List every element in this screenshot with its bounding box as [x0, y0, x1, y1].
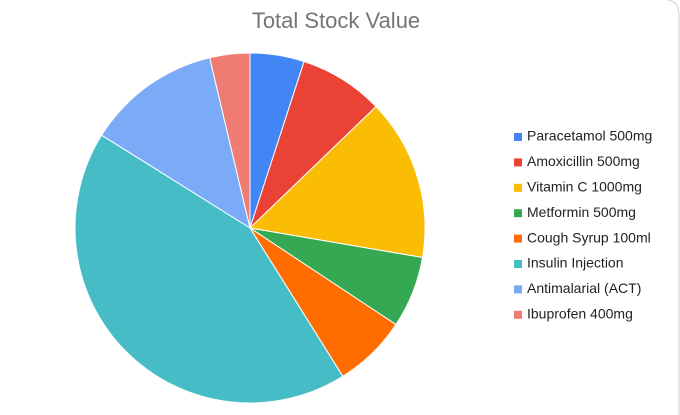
pie	[74, 52, 426, 404]
legend-label: Vitamin C 1000mg	[527, 179, 642, 195]
legend-swatch	[514, 183, 522, 192]
pie-slice	[209, 52, 251, 229]
legend-swatch	[514, 158, 522, 167]
legend-swatch	[514, 234, 522, 243]
legend-swatch	[514, 209, 522, 218]
legend-label: Paracetamol 500mg	[527, 128, 652, 144]
pie-slice	[248, 105, 426, 259]
legend-label: Antimalarial (ACT)	[527, 280, 641, 296]
legend-label: Insulin Injection	[527, 255, 624, 271]
chart-title: Total Stock Value	[252, 8, 420, 33]
legend-label: Metformin 500mg	[527, 204, 636, 220]
pie-slice	[100, 57, 251, 230]
card-edge	[667, 0, 680, 415]
legend-swatch	[514, 310, 522, 319]
legend-swatch	[514, 260, 522, 268]
legend-label: Amoxicillin 500mg	[527, 153, 640, 169]
legend-swatch	[514, 133, 522, 141]
legend-label: Ibuprofen 400mg	[527, 306, 633, 322]
pie-slice	[74, 134, 344, 404]
legend-swatch	[514, 285, 522, 294]
legend-label: Cough Syrup 100ml	[527, 229, 651, 245]
legend: Paracetamol 500mg Amoxicillin 500mg Vitami…	[514, 128, 652, 322]
